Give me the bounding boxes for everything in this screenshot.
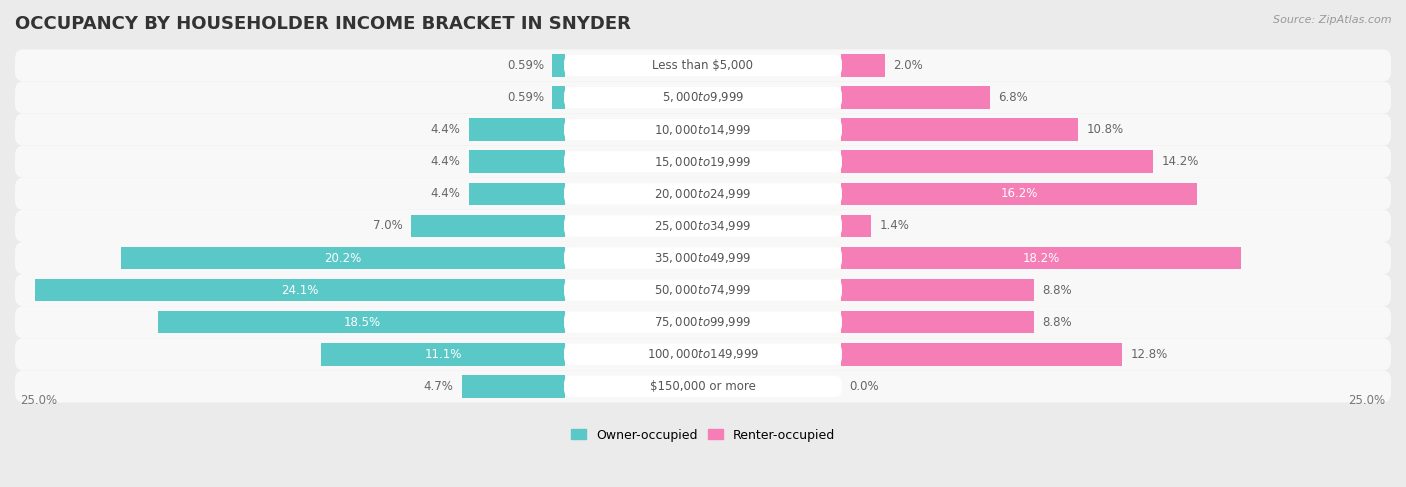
Text: 20.2%: 20.2%: [325, 251, 361, 264]
FancyBboxPatch shape: [564, 119, 842, 140]
Bar: [841, 215, 872, 237]
Text: $100,000 to $149,999: $100,000 to $149,999: [647, 347, 759, 361]
Text: $150,000 or more: $150,000 or more: [650, 380, 756, 393]
Bar: [468, 118, 565, 141]
Text: 12.8%: 12.8%: [1130, 348, 1168, 361]
Bar: [553, 86, 565, 109]
FancyBboxPatch shape: [15, 210, 1391, 242]
Bar: [841, 311, 1035, 334]
Text: 0.0%: 0.0%: [849, 380, 879, 393]
Text: 2.0%: 2.0%: [893, 59, 922, 72]
Text: 1.4%: 1.4%: [880, 220, 910, 232]
Text: 4.7%: 4.7%: [423, 380, 454, 393]
Text: OCCUPANCY BY HOUSEHOLDER INCOME BRACKET IN SNYDER: OCCUPANCY BY HOUSEHOLDER INCOME BRACKET …: [15, 15, 631, 33]
Text: 25.0%: 25.0%: [1348, 394, 1385, 407]
Bar: [412, 215, 565, 237]
FancyBboxPatch shape: [564, 312, 842, 333]
FancyBboxPatch shape: [564, 55, 842, 76]
Bar: [468, 150, 565, 173]
Text: $20,000 to $24,999: $20,000 to $24,999: [654, 187, 752, 201]
FancyBboxPatch shape: [564, 376, 842, 397]
Bar: [841, 183, 1198, 205]
Bar: [841, 86, 990, 109]
FancyBboxPatch shape: [15, 49, 1391, 81]
Text: $15,000 to $19,999: $15,000 to $19,999: [654, 155, 752, 169]
FancyBboxPatch shape: [564, 344, 842, 365]
Legend: Owner-occupied, Renter-occupied: Owner-occupied, Renter-occupied: [567, 424, 839, 447]
Text: $50,000 to $74,999: $50,000 to $74,999: [654, 283, 752, 297]
Text: 14.2%: 14.2%: [1161, 155, 1199, 168]
Bar: [841, 54, 884, 76]
Text: 0.59%: 0.59%: [508, 91, 544, 104]
Text: 18.5%: 18.5%: [343, 316, 380, 329]
Text: 16.2%: 16.2%: [1000, 187, 1038, 200]
Text: Less than $5,000: Less than $5,000: [652, 59, 754, 72]
Text: 4.4%: 4.4%: [430, 155, 460, 168]
Text: $5,000 to $9,999: $5,000 to $9,999: [662, 91, 744, 105]
FancyBboxPatch shape: [15, 113, 1391, 146]
FancyBboxPatch shape: [15, 306, 1391, 338]
Text: 25.0%: 25.0%: [21, 394, 58, 407]
Text: 10.8%: 10.8%: [1087, 123, 1123, 136]
Text: $10,000 to $14,999: $10,000 to $14,999: [654, 123, 752, 136]
Bar: [841, 343, 1122, 366]
Text: 11.1%: 11.1%: [425, 348, 463, 361]
Bar: [553, 54, 565, 76]
Text: $25,000 to $34,999: $25,000 to $34,999: [654, 219, 752, 233]
Bar: [463, 375, 565, 398]
FancyBboxPatch shape: [564, 151, 842, 172]
Bar: [468, 183, 565, 205]
Text: Source: ZipAtlas.com: Source: ZipAtlas.com: [1274, 15, 1392, 25]
Text: 24.1%: 24.1%: [281, 283, 319, 297]
Text: 4.4%: 4.4%: [430, 187, 460, 200]
Bar: [321, 343, 565, 366]
Text: $35,000 to $49,999: $35,000 to $49,999: [654, 251, 752, 265]
FancyBboxPatch shape: [564, 87, 842, 108]
Bar: [157, 311, 565, 334]
Text: 8.8%: 8.8%: [1043, 316, 1073, 329]
Bar: [121, 247, 565, 269]
FancyBboxPatch shape: [15, 338, 1391, 371]
FancyBboxPatch shape: [15, 371, 1391, 402]
Text: 6.8%: 6.8%: [998, 91, 1028, 104]
FancyBboxPatch shape: [15, 242, 1391, 274]
FancyBboxPatch shape: [564, 247, 842, 269]
FancyBboxPatch shape: [564, 215, 842, 237]
Text: 18.2%: 18.2%: [1022, 251, 1060, 264]
Text: 0.59%: 0.59%: [508, 59, 544, 72]
Bar: [841, 279, 1035, 301]
Text: $75,000 to $99,999: $75,000 to $99,999: [654, 315, 752, 329]
Bar: [841, 150, 1153, 173]
FancyBboxPatch shape: [564, 280, 842, 300]
FancyBboxPatch shape: [15, 146, 1391, 178]
Bar: [35, 279, 565, 301]
FancyBboxPatch shape: [15, 81, 1391, 113]
Text: 4.4%: 4.4%: [430, 123, 460, 136]
Bar: [841, 118, 1078, 141]
Text: 7.0%: 7.0%: [373, 220, 404, 232]
FancyBboxPatch shape: [15, 178, 1391, 210]
FancyBboxPatch shape: [564, 183, 842, 205]
Bar: [841, 247, 1241, 269]
Text: 8.8%: 8.8%: [1043, 283, 1073, 297]
FancyBboxPatch shape: [15, 274, 1391, 306]
